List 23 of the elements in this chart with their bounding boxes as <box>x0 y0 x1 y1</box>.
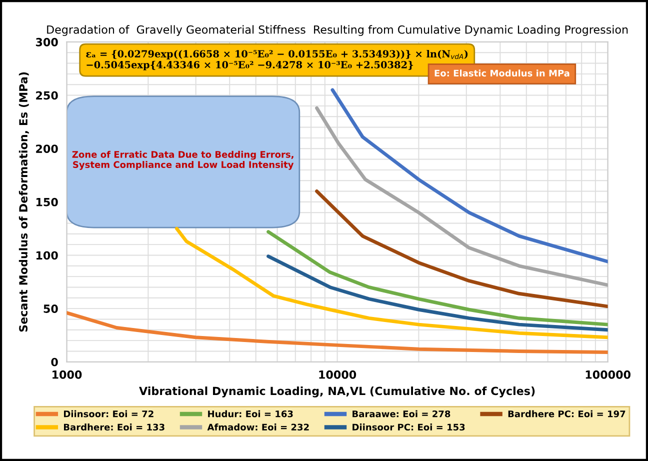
legend-label: Diinsoor: Eoi = 72 <box>64 410 154 418</box>
y-tick-label: 200 <box>36 144 58 153</box>
y-tick-label: 0 <box>51 358 58 366</box>
chart-title: Degradation of Gravelly Geomaterial Stiffness Resulting from Cumulative Dynamic Loading Progression <box>47 25 628 36</box>
legend-label: Baraawe: Eoi = 278 <box>352 410 450 418</box>
legend-label: Bardhere PC: Eoi = 197 <box>508 410 626 418</box>
legend-label: Bardhere: Eoi = 133 <box>64 424 164 431</box>
legend-label: Hudur: Eoi = 163 <box>208 410 293 418</box>
x-tick-label: 1000 <box>52 370 82 379</box>
x-tick-label: 100000 <box>586 370 630 379</box>
text: εₐ = {0.0279exp((1.6658 × 10⁻⁵E₀² − 0.0155E₀ + 3.53493))} × ln(N$_{vdA}$) −0.5045exp{4.43346 × 10⁻⁵E₀² −9.4278 × 10⁻³E₀ +2.50382} <box>86 50 468 70</box>
y-tick-label: 100 <box>36 251 58 260</box>
y-tick-label: 50 <box>44 304 58 313</box>
y-tick-label: 250 <box>36 91 58 100</box>
y-tick-label: 300 <box>36 38 58 46</box>
x-tick-label: 10000 <box>319 370 356 379</box>
annotation: Eo: Elastic Modulus in MPa <box>434 70 570 77</box>
y-tick-label: 150 <box>36 198 58 206</box>
legend-label: Afmadow: Eoi = 232 <box>207 424 309 431</box>
annotation: Zone of Erratic Data Due to Bedding Errors, System Compliance and Low Load Intensity <box>72 150 294 170</box>
y-axis-title: Secant Modulus of Deformation, Es (MPa) <box>18 72 29 332</box>
x-axis-title: Vibrational Dynamic Loading, NA,VL (Cumulative No. of Cycles) <box>139 386 535 398</box>
legend-label: Diinsoor PC: Eoi = 153 <box>352 424 465 431</box>
